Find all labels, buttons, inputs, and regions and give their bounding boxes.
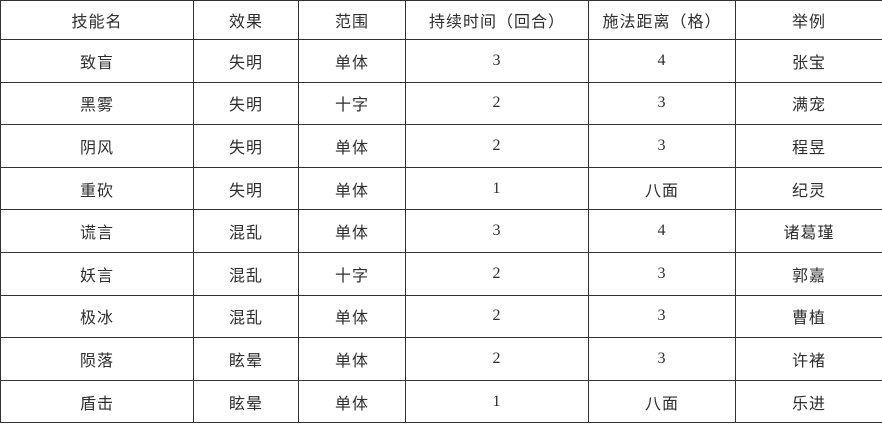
table-row: 致盲 失明 单体 3 4 张宝 [0, 39, 882, 83]
header-cast-distance: 施法距离（格） [588, 0, 736, 40]
cell-example: 许褚 [735, 337, 882, 381]
cell-range: 单体 [298, 337, 406, 381]
cell-effect: 失明 [193, 166, 299, 211]
cell-range: 十字 [298, 81, 406, 126]
table-row: 盾击 眩晕 单体 1 八面 乐进 [0, 379, 882, 424]
cell-cast-distance: 3 [588, 337, 736, 381]
cell-range: 单体 [298, 124, 406, 168]
cell-example: 乐进 [735, 379, 882, 424]
table-row: 妖言 混乱 十字 2 3 郭嘉 [0, 251, 882, 296]
cell-duration: 2 [405, 124, 589, 168]
table-row: 重砍 失明 单体 1 八面 纪灵 [0, 166, 882, 211]
header-duration: 持续时间（回合） [405, 0, 589, 40]
cell-example: 程昱 [735, 124, 882, 168]
cell-effect: 混乱 [193, 251, 299, 296]
cell-effect: 混乱 [193, 209, 299, 253]
header-range: 范围 [298, 0, 406, 40]
cell-skill-name: 妖言 [0, 251, 194, 296]
cell-cast-distance: 八面 [588, 379, 736, 424]
cell-duration: 2 [405, 294, 589, 339]
cell-duration: 2 [405, 81, 589, 126]
table-row: 黑雾 失明 十字 2 3 满宠 [0, 81, 882, 126]
cell-example: 郭嘉 [735, 251, 882, 296]
header-skill-name: 技能名 [0, 0, 194, 40]
table-header-row: 技能名 效果 范围 持续时间（回合） 施法距离（格） 举例 [0, 0, 882, 40]
cell-range: 十字 [298, 251, 406, 296]
cell-duration: 2 [405, 251, 589, 296]
cell-example: 诸葛瑾 [735, 209, 882, 253]
cell-duration: 1 [405, 379, 589, 424]
cell-skill-name: 陨落 [0, 337, 194, 381]
cell-skill-name: 重砍 [0, 166, 194, 211]
cell-range: 单体 [298, 209, 406, 253]
cell-skill-name: 阴风 [0, 124, 194, 168]
cell-skill-name: 黑雾 [0, 81, 194, 126]
table-row: 谎言 混乱 单体 3 4 诸葛瑾 [0, 209, 882, 253]
cell-example: 满宠 [735, 81, 882, 126]
cell-effect: 眩晕 [193, 337, 299, 381]
cell-effect: 混乱 [193, 294, 299, 339]
cell-example: 纪灵 [735, 166, 882, 211]
cell-effect: 失明 [193, 81, 299, 126]
cell-range: 单体 [298, 166, 406, 211]
cell-range: 单体 [298, 294, 406, 339]
cell-duration: 3 [405, 209, 589, 253]
cell-skill-name: 致盲 [0, 39, 194, 83]
cell-cast-distance: 4 [588, 39, 736, 83]
cell-duration: 1 [405, 166, 589, 211]
cell-example: 曹植 [735, 294, 882, 339]
cell-cast-distance: 3 [588, 81, 736, 126]
cell-effect: 失明 [193, 39, 299, 83]
cell-duration: 3 [405, 39, 589, 83]
header-example: 举例 [735, 0, 882, 40]
cell-cast-distance: 3 [588, 294, 736, 339]
cell-example: 张宝 [735, 39, 882, 83]
header-effect: 效果 [193, 0, 299, 40]
cell-skill-name: 谎言 [0, 209, 194, 253]
cell-range: 单体 [298, 379, 406, 424]
cell-skill-name: 极冰 [0, 294, 194, 339]
table-row: 陨落 眩晕 单体 2 3 许褚 [0, 337, 882, 381]
cell-skill-name: 盾击 [0, 379, 194, 424]
cell-cast-distance: 八面 [588, 166, 736, 211]
cell-cast-distance: 4 [588, 209, 736, 253]
cell-effect: 失明 [193, 124, 299, 168]
cell-cast-distance: 3 [588, 124, 736, 168]
cell-range: 单体 [298, 39, 406, 83]
table-row: 阴风 失明 单体 2 3 程昱 [0, 124, 882, 168]
cell-duration: 2 [405, 337, 589, 381]
cell-effect: 眩晕 [193, 379, 299, 424]
table-row: 极冰 混乱 单体 2 3 曹植 [0, 294, 882, 339]
cell-cast-distance: 3 [588, 251, 736, 296]
